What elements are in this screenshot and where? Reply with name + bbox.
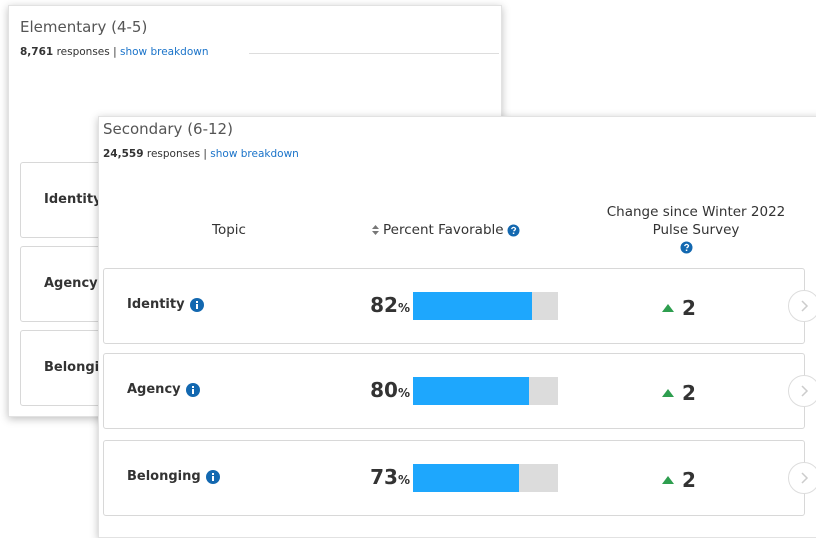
chevron-button[interactable]: [788, 462, 816, 494]
percent-header-text: Percent Favorable: [383, 222, 504, 238]
chevron-button[interactable]: [788, 375, 816, 407]
topic-row[interactable]: Identity 82% 2: [103, 268, 816, 344]
card-title: Elementary (4-5): [20, 18, 148, 36]
breakdown-link[interactable]: show breakdown: [119, 46, 209, 58]
change: 2: [662, 381, 696, 405]
help-icon[interactable]: [507, 224, 520, 237]
bar-fill: [413, 377, 529, 405]
separator: |: [203, 148, 207, 160]
percent-value: 80: [370, 378, 398, 402]
change: 2: [662, 468, 696, 492]
up-arrow: [662, 476, 674, 484]
topic-label: Identity: [127, 297, 185, 312]
count-label: responses: [146, 148, 201, 160]
info-icon[interactable]: [189, 297, 204, 312]
percent: 82%: [350, 293, 410, 317]
percent-value: 73: [370, 465, 398, 489]
percent: 73%: [350, 465, 410, 489]
sort-icon: [372, 225, 379, 235]
separator: |: [113, 46, 117, 58]
change-header: Change since Winter 2022 Pulse Survey: [606, 204, 786, 238]
change-value: 2: [682, 296, 696, 320]
up-arrow: [662, 304, 674, 312]
topic-label: Belonging: [127, 469, 201, 484]
topic-row[interactable]: Agency 80% 2: [103, 353, 816, 429]
bar-fill: [413, 292, 532, 320]
card-title: Secondary (6-12): [103, 120, 233, 138]
count: 24,559: [103, 148, 144, 160]
bar-track: [413, 377, 558, 405]
percent-unit: %: [397, 473, 410, 487]
responses: 24,559 responses | show breakdown: [103, 148, 299, 160]
topic-row[interactable]: Belonging 73% 2: [103, 440, 816, 516]
info-icon[interactable]: [185, 382, 200, 397]
percent-unit: %: [397, 386, 410, 400]
chevron: [801, 385, 809, 397]
divider: [249, 53, 499, 54]
up-arrow: [662, 389, 674, 397]
count-label: responses: [56, 46, 110, 58]
change-value: 2: [682, 468, 696, 492]
topic: Identity: [127, 297, 204, 312]
topic: Agency: [44, 276, 98, 291]
topic-label: Agency: [127, 382, 181, 397]
topic: Identity: [44, 192, 102, 207]
topic: Belonging: [127, 469, 220, 484]
topic-header: Topic: [212, 222, 246, 238]
percent-header[interactable]: Percent Favorable: [371, 222, 520, 238]
bar-track: [413, 292, 558, 320]
percent-value: 82: [370, 293, 398, 317]
info-icon[interactable]: [205, 469, 220, 484]
bar-fill: [413, 464, 519, 492]
help-icon[interactable]: [680, 241, 693, 254]
chevron: [801, 472, 809, 484]
chevron: [801, 300, 809, 312]
topic: Agency: [127, 382, 200, 397]
breakdown-link[interactable]: show breakdown: [210, 148, 299, 160]
responses: 8,761 responses | show breakdown: [20, 46, 209, 58]
bar-track: [413, 464, 558, 492]
count: 8,761: [20, 46, 54, 58]
change: 2: [662, 296, 696, 320]
percent-unit: %: [397, 301, 410, 315]
secondary-card: Secondary (6-12) 24,559 responses | show…: [98, 116, 816, 538]
percent: 80%: [350, 378, 410, 402]
change-value: 2: [682, 381, 696, 405]
chevron-button[interactable]: [788, 290, 816, 322]
